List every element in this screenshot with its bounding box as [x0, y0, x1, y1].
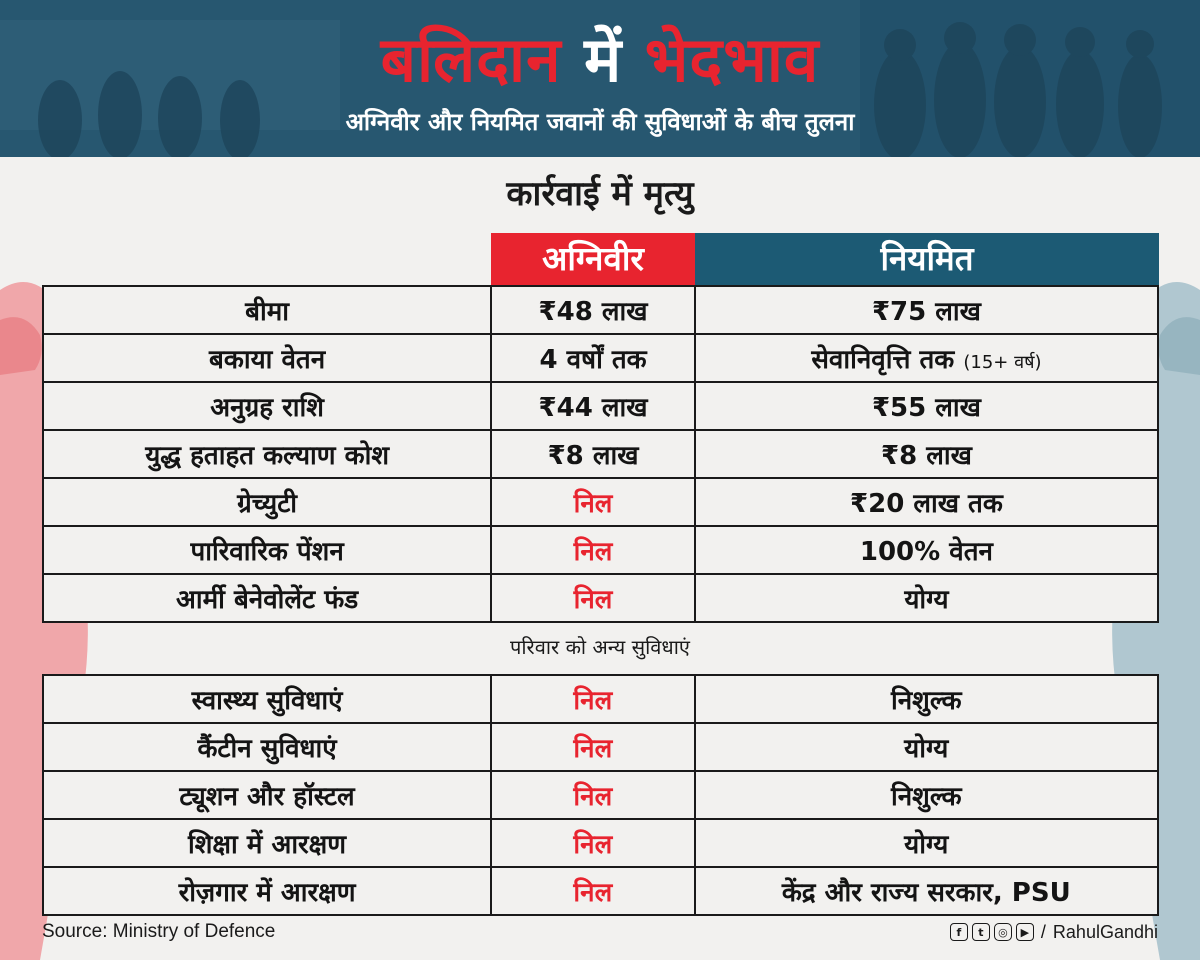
death-in-action-table: बीमा ₹48 लाख ₹75 लाख बकाया वेतन 4 वर्षों तक स… — [41, 285, 1160, 623]
page-title: बलिदान में भेदभाव — [0, 22, 1200, 98]
agniveer-value: ₹44 लाख — [490, 381, 696, 431]
title-part-2: में — [584, 23, 623, 96]
regular-value-note: (15+ वर्ष) — [963, 352, 1042, 373]
instagram-icon[interactable]: ◎ — [993, 923, 1012, 941]
table-row: पारिवारिक पेंशन निल 100% वेतन — [41, 525, 1160, 575]
regular-value: योग्य — [693, 722, 1160, 772]
table-row: आर्मी बेनेवोलेंट फंड निल योग्य — [41, 573, 1160, 623]
page-subtitle: अग्निवीर और नियमित जवानों की सुविधाओं के… — [345, 108, 855, 136]
regular-value-text: सेवानिवृत्ति तक — [811, 345, 955, 375]
regular-value-text: ₹8 लाख — [880, 441, 972, 471]
agniveer-value: निल — [490, 525, 696, 575]
row-label: आर्मी बेनेवोलेंट फंड — [41, 573, 493, 623]
agniveer-value: निल — [490, 770, 696, 820]
agniveer-value: निल — [490, 477, 696, 527]
agniveer-value: निल — [490, 818, 696, 868]
row-label: ग्रेच्युटी — [41, 477, 493, 527]
regular-value-text: ₹20 लाख तक — [850, 489, 1003, 519]
header-banner: बलिदान में भेदभाव अग्निवीर और नियमित जवा… — [0, 0, 1200, 157]
handle-separator: / — [1040, 921, 1046, 942]
row-label: युद्ध हताहत कल्याण कोश — [41, 429, 493, 479]
regular-value: केंद्र और राज्य सरकार, PSU — [693, 866, 1160, 916]
row-label: बकाया वेतन — [41, 333, 493, 383]
facebook-icon[interactable]: f — [949, 923, 968, 941]
agniveer-value: निल — [490, 866, 696, 916]
agniveer-value: निल — [490, 722, 696, 772]
table-row: ट्यूशन और हॉस्टल निल निशुल्क — [41, 770, 1160, 820]
column-header-regular: नियमित — [695, 233, 1159, 285]
row-label: स्वास्थ्य सुविधाएं — [41, 674, 493, 724]
youtube-icon[interactable]: ▶ — [1015, 923, 1034, 941]
agniveer-value: निल — [490, 573, 696, 623]
row-label: कैंटीन सुविधाएं — [41, 722, 493, 772]
agniveer-value: 4 वर्षों तक — [490, 333, 696, 383]
table-row: स्वास्थ्य सुविधाएं निल निशुल्क — [41, 674, 1160, 724]
table-row: अनुग्रह राशि ₹44 लाख ₹55 लाख — [41, 381, 1160, 431]
regular-value-text: निशुल्क — [891, 782, 962, 812]
row-label: रोज़गार में आरक्षण — [41, 866, 493, 916]
agniveer-value: निल — [490, 674, 696, 724]
agniveer-value: ₹8 लाख — [490, 429, 696, 479]
regular-value-text: ₹75 लाख — [871, 297, 981, 327]
regular-value: सेवानिवृत्ति तक (15+ वर्ष) — [693, 333, 1160, 383]
twitter-icon[interactable]: t — [971, 923, 990, 941]
title-part-1: बलिदान — [380, 23, 562, 96]
table-row: बकाया वेतन 4 वर्षों तक सेवानिवृत्ति तक (15… — [41, 333, 1160, 383]
regular-value: निशुल्क — [693, 674, 1160, 724]
table-row: कैंटीन सुविधाएं निल योग्य — [41, 722, 1160, 772]
social-handle[interactable]: RahulGandhi — [1052, 921, 1158, 942]
row-label: पारिवारिक पेंशन — [41, 525, 493, 575]
regular-value-text: निशुल्क — [891, 686, 962, 716]
regular-value: योग्य — [693, 818, 1160, 868]
other-benefits-heading: परिवार को अन्य सुविधाएं — [510, 635, 690, 659]
row-label: बीमा — [41, 285, 493, 335]
regular-value-text: योग्य — [904, 830, 949, 860]
row-label: अनुग्रह राशि — [41, 381, 493, 431]
table-row: शिक्षा में आरक्षण निल योग्य — [41, 818, 1160, 868]
regular-value: योग्य — [693, 573, 1160, 623]
social-handles: f t ◎ ▶ / RahulGandhi — [949, 919, 1158, 945]
source-credit: Source: Ministry of Defence — [42, 921, 276, 942]
regular-value-text: योग्य — [904, 585, 949, 615]
section-title: कार्रवाई में मृत्यु — [506, 174, 694, 214]
agniveer-value: ₹48 लाख — [490, 285, 696, 335]
row-label: शिक्षा में आरक्षण — [41, 818, 493, 868]
regular-value: ₹75 लाख — [693, 285, 1160, 335]
regular-value: निशुल्क — [693, 770, 1160, 820]
regular-value: ₹8 लाख — [693, 429, 1160, 479]
parade-background-image — [0, 0, 1200, 157]
table-row: रोज़गार में आरक्षण निल केंद्र और राज्य सरक… — [41, 866, 1160, 916]
table-row: बीमा ₹48 लाख ₹75 लाख — [41, 285, 1160, 335]
regular-value: 100% वेतन — [693, 525, 1160, 575]
regular-value: ₹20 लाख तक — [693, 477, 1160, 527]
row-label: ट्यूशन और हॉस्टल — [41, 770, 493, 820]
regular-value-text: योग्य — [904, 734, 949, 764]
regular-value-text: ₹55 लाख — [871, 393, 981, 423]
table-row: ग्रेच्युटी निल ₹20 लाख तक — [41, 477, 1160, 527]
table-row: युद्ध हताहत कल्याण कोश ₹8 लाख ₹8 लाख — [41, 429, 1160, 479]
column-header-agniveer: अग्निवीर — [491, 233, 695, 285]
regular-value: ₹55 लाख — [693, 381, 1160, 431]
title-part-3: भेदभाव — [644, 23, 820, 96]
family-benefits-table: स्वास्थ्य सुविधाएं निल निशुल्क कैंटीन सुविध… — [41, 674, 1160, 916]
regular-value-text: केंद्र और राज्य सरकार, PSU — [781, 878, 1071, 908]
regular-value-text: 100% वेतन — [859, 537, 993, 567]
